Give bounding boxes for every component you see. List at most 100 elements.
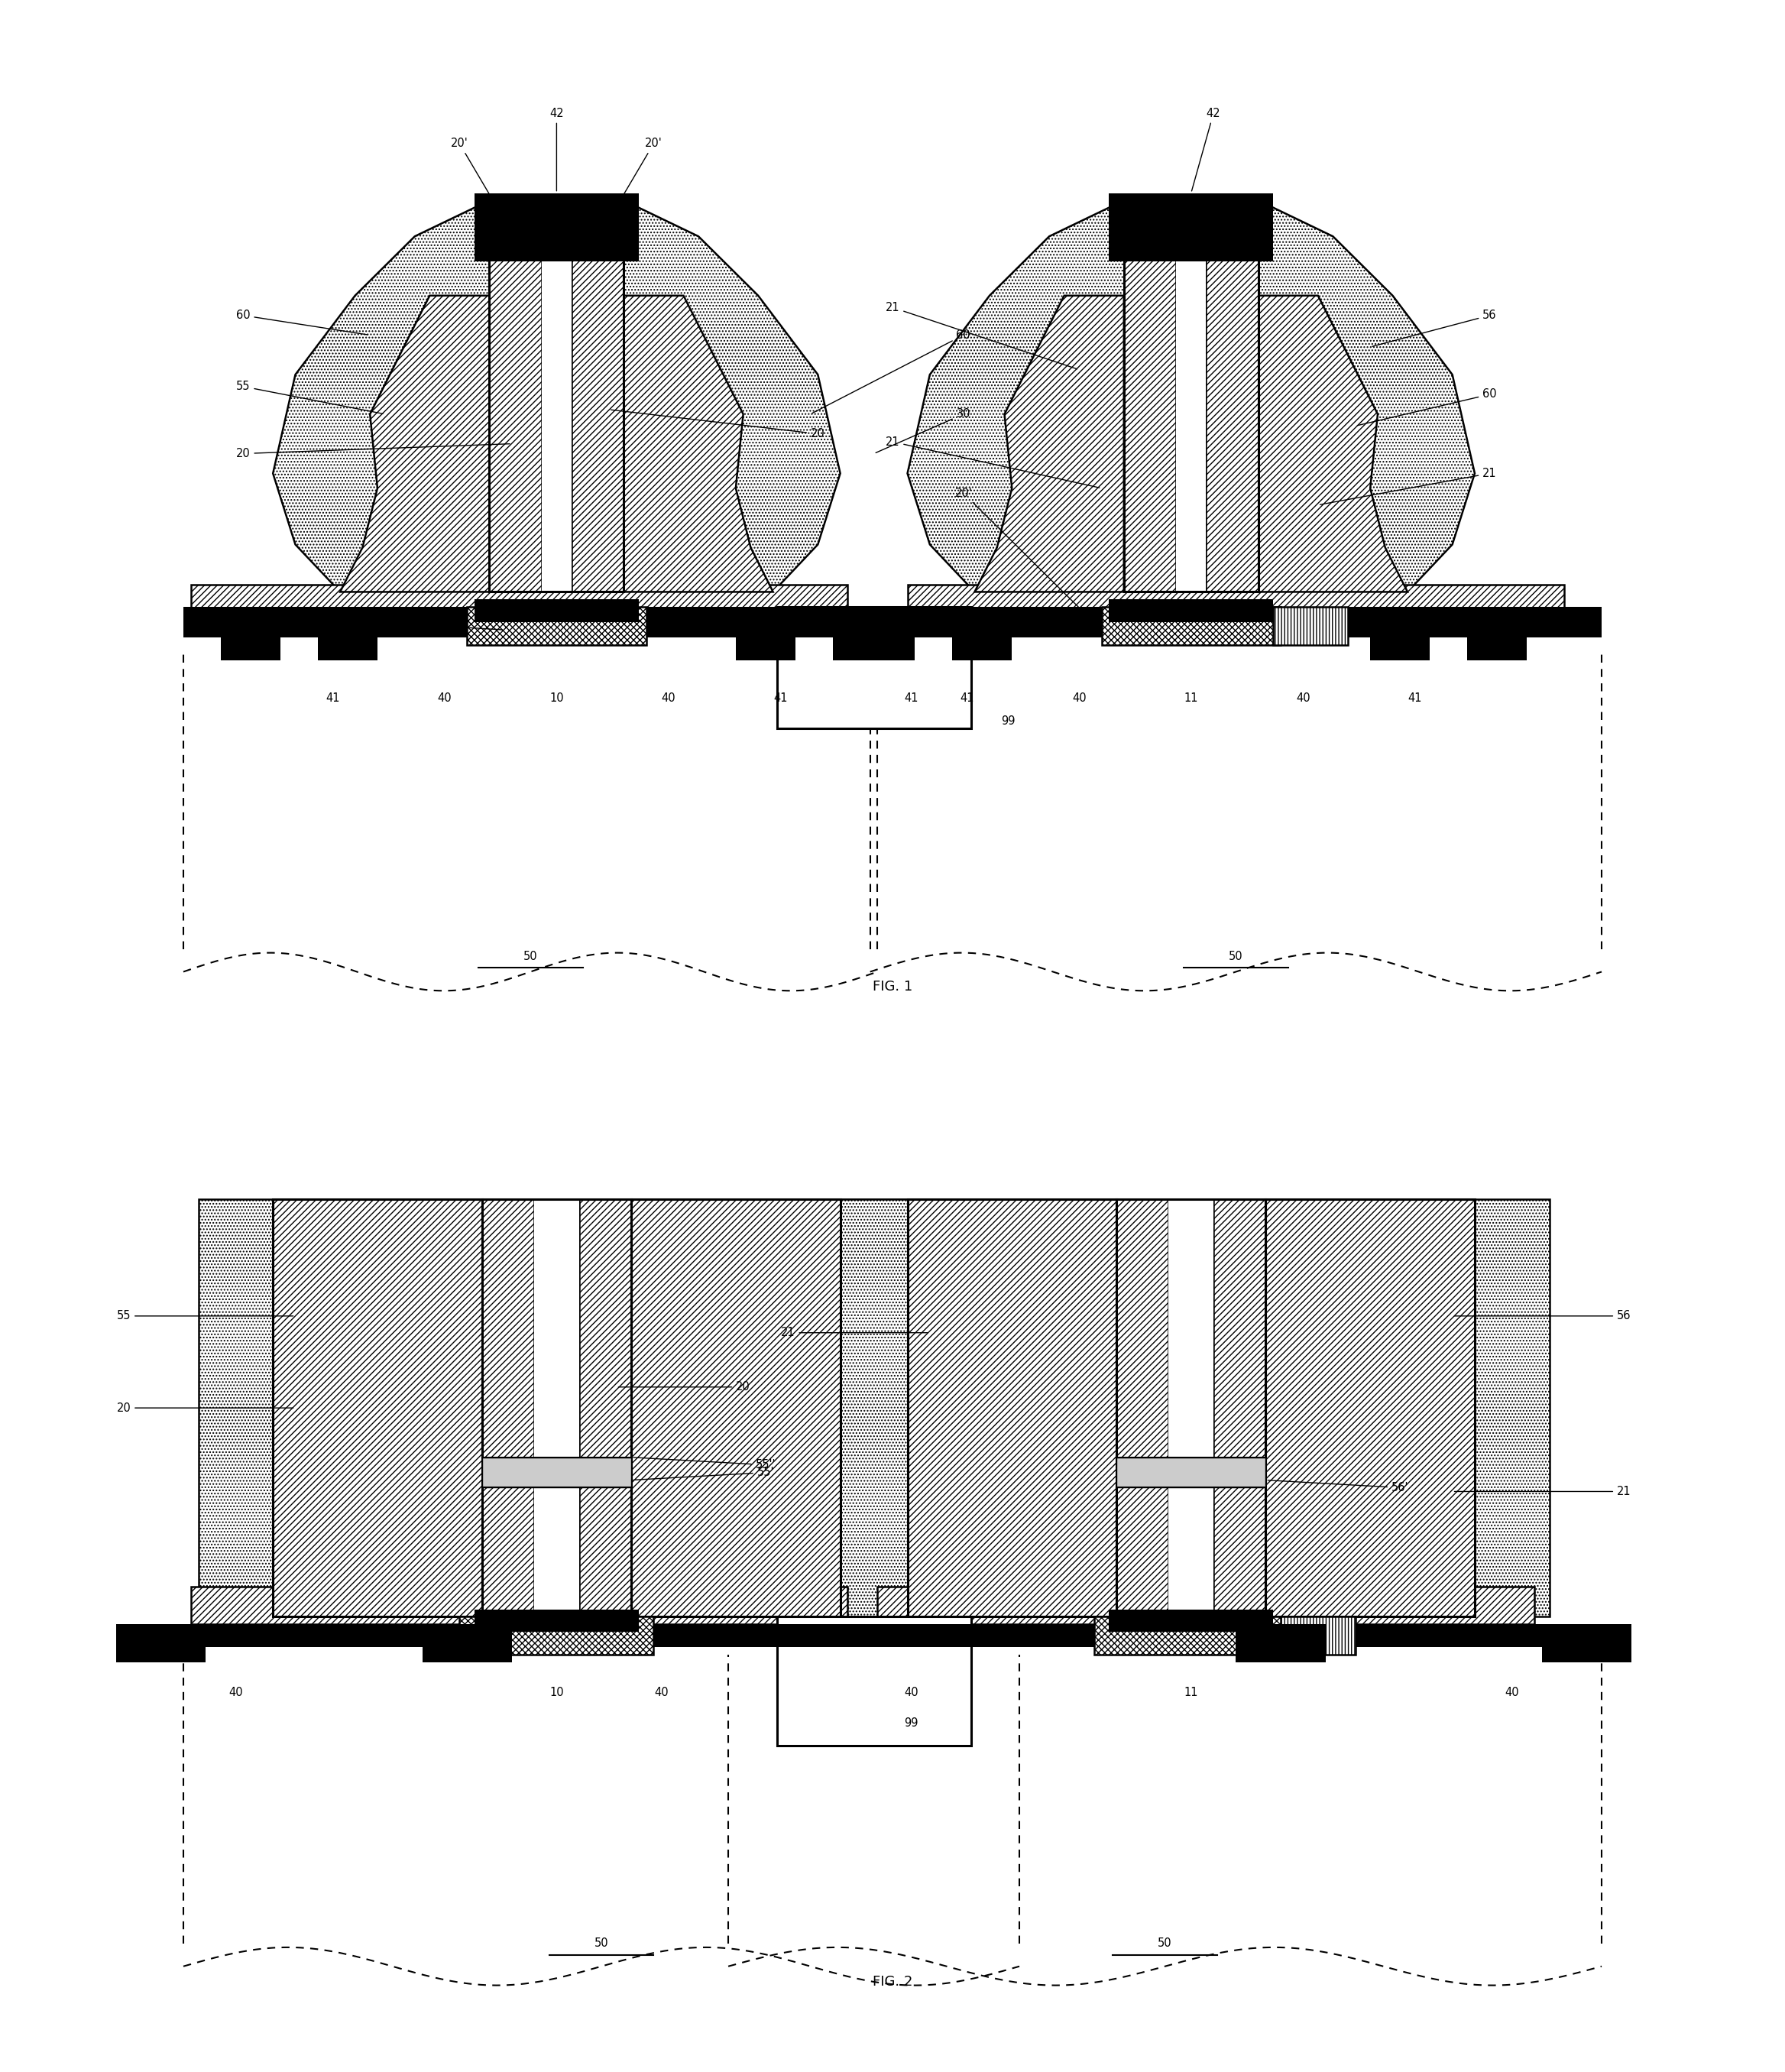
Bar: [489, 228, 541, 593]
Text: 20': 20': [250, 609, 502, 630]
Text: 56': 56': [1267, 1479, 1408, 1494]
Text: 55: 55: [116, 1310, 293, 1322]
Bar: [951, 615, 1012, 661]
Bar: [578, 1200, 632, 1616]
Text: 55: 55: [236, 381, 382, 414]
Text: 41: 41: [960, 692, 975, 704]
Text: 20': 20': [955, 487, 1100, 628]
Bar: [735, 615, 796, 661]
Bar: [1235, 1624, 1326, 1662]
Text: 56: 56: [1373, 309, 1498, 346]
Bar: [1116, 1457, 1266, 1488]
Text: 40: 40: [662, 692, 677, 704]
Polygon shape: [341, 296, 489, 593]
Text: 60: 60: [812, 329, 971, 412]
Text: 56: 56: [1455, 1310, 1631, 1322]
Bar: [855, 615, 916, 661]
Bar: [834, 1200, 907, 1616]
Text: FIG. 1: FIG. 1: [873, 980, 912, 995]
Bar: [534, 1200, 578, 1616]
Bar: [1266, 1200, 1474, 1616]
Bar: [1116, 1200, 1169, 1616]
Text: 21: 21: [885, 303, 1076, 369]
Text: 21: 21: [1455, 1486, 1631, 1498]
Bar: [191, 584, 848, 615]
Bar: [191, 1587, 848, 1624]
Bar: [1474, 1200, 1549, 1616]
Text: 20': 20': [452, 139, 503, 218]
Text: 50: 50: [523, 951, 537, 961]
Text: 42: 42: [1192, 108, 1221, 191]
Bar: [475, 1610, 639, 1633]
Text: 11: 11: [1183, 692, 1198, 704]
Bar: [1207, 228, 1258, 593]
Bar: [907, 584, 1564, 615]
Text: 10: 10: [550, 1687, 564, 1699]
Polygon shape: [975, 296, 1125, 593]
Bar: [1467, 615, 1526, 661]
Bar: [1371, 615, 1430, 661]
Text: 10: 10: [550, 692, 564, 704]
Polygon shape: [1258, 296, 1408, 593]
Bar: [475, 599, 639, 622]
Text: 41: 41: [773, 692, 787, 704]
Text: 20: 20: [618, 1382, 750, 1392]
Text: 40: 40: [1073, 692, 1087, 704]
Polygon shape: [907, 197, 1474, 593]
Text: 55': 55': [634, 1467, 775, 1479]
Text: 41: 41: [325, 692, 339, 704]
Bar: [475, 193, 639, 261]
Bar: [482, 1200, 632, 1616]
Text: 20: 20: [116, 1403, 293, 1413]
Text: 20: 20: [610, 410, 825, 439]
Bar: [1116, 1200, 1266, 1616]
Bar: [907, 1200, 1116, 1616]
Bar: [776, 1616, 971, 1747]
Bar: [482, 1200, 534, 1616]
Text: 55'': 55'': [634, 1457, 776, 1471]
Bar: [423, 1624, 512, 1662]
Text: 50: 50: [1228, 951, 1242, 961]
Text: 11: 11: [1183, 1687, 1198, 1699]
Text: 99: 99: [1001, 715, 1016, 727]
Bar: [776, 607, 971, 729]
Bar: [1273, 607, 1348, 644]
Text: 40: 40: [437, 692, 452, 704]
Text: 40: 40: [1505, 1687, 1519, 1699]
Bar: [632, 1200, 841, 1616]
Bar: [571, 228, 623, 593]
Bar: [1125, 228, 1176, 593]
Text: 40: 40: [228, 1687, 243, 1699]
Polygon shape: [273, 197, 841, 593]
Bar: [1108, 193, 1273, 261]
Text: 21: 21: [885, 435, 1100, 487]
Bar: [541, 228, 571, 593]
Text: 42: 42: [550, 108, 564, 191]
Bar: [1101, 607, 1280, 644]
Bar: [1125, 228, 1258, 593]
Bar: [221, 615, 280, 661]
Bar: [1108, 599, 1273, 622]
Bar: [1280, 1616, 1355, 1656]
Bar: [318, 615, 377, 661]
Text: 50: 50: [594, 1937, 609, 1950]
Bar: [482, 1457, 632, 1488]
Bar: [1169, 1200, 1214, 1616]
Bar: [459, 1616, 653, 1656]
Text: 50: 50: [1158, 1937, 1173, 1950]
Text: 41: 41: [1408, 692, 1423, 704]
Bar: [1542, 1624, 1631, 1662]
Text: 21: 21: [1321, 468, 1498, 506]
Bar: [273, 1200, 482, 1616]
Polygon shape: [623, 296, 773, 593]
Bar: [116, 1624, 205, 1662]
Bar: [878, 1587, 1535, 1624]
Bar: [1094, 1616, 1289, 1656]
Bar: [834, 615, 892, 661]
Text: 60: 60: [1357, 390, 1498, 425]
Text: 99: 99: [903, 1718, 917, 1728]
Bar: [184, 1624, 1601, 1647]
Text: FIG. 2: FIG. 2: [873, 1975, 912, 1989]
Text: 20: 20: [236, 443, 511, 460]
Bar: [489, 228, 623, 593]
